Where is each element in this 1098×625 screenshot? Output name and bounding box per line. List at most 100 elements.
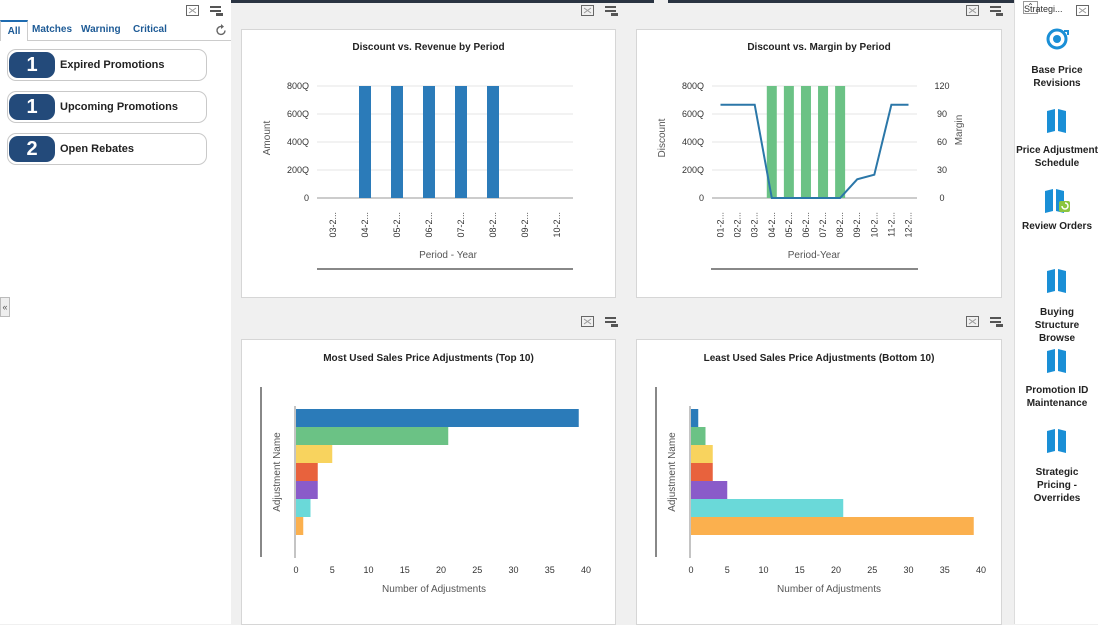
bar: [800, 86, 811, 198]
x-tick-label: 12-2...: [903, 212, 913, 238]
alert-expired-promotions[interactable]: 1 Expired Promotions: [7, 49, 207, 81]
alert-upcoming-promotions[interactable]: 1 Upcoming Promotions: [7, 91, 207, 123]
x-tick-label: 5: [725, 565, 730, 575]
y2-tick-label: 0: [939, 193, 944, 203]
tab-all[interactable]: All: [0, 20, 28, 41]
rail-item-base-price-revisions[interactable]: Base Price Revisions: [1015, 27, 1098, 90]
chart-title: Least Used Sales Price Adjustments (Bott…: [703, 353, 935, 364]
x-tick-label: 40: [976, 565, 986, 575]
target-refresh-icon: [1046, 28, 1069, 50]
x-tick-label: 05-2...: [392, 212, 402, 238]
x-tick-label: 5: [330, 565, 335, 575]
options-icon[interactable]: [990, 3, 1003, 16]
x-tick-label: 0: [293, 565, 298, 575]
x-tick-label: 07-2...: [456, 212, 466, 238]
top-strip-right: [668, 0, 1014, 3]
maximize-icon[interactable]: [186, 3, 199, 16]
x-tick-label: 15: [795, 565, 805, 575]
chart-least-used: 0 5 10 15 20 25 30 35 40 Adjustment Name Number of…: [655, 387, 986, 595]
options-icon[interactable]: [605, 3, 618, 16]
y-axis-label: Discount: [657, 118, 668, 157]
bar: [691, 427, 706, 445]
x-tick-label: 11-2...: [886, 212, 896, 237]
tab-critical[interactable]: Critical: [133, 24, 167, 35]
x-tick-label: 04-2...: [767, 212, 777, 238]
x-tick-label: 40: [581, 565, 591, 575]
y-tick-label: 400Q: [682, 137, 704, 147]
x-tick-label: 30: [903, 565, 913, 575]
x-tick-label: 04-2...: [360, 212, 370, 238]
books-refresh-icon: [1045, 189, 1070, 213]
related-apps-rail: ⌃ Strategi... Base Price Revisions Price…: [1014, 0, 1098, 624]
alert-count: 2: [9, 136, 55, 162]
x-axis-label: Number of Adjustments: [777, 584, 881, 595]
x-tick-label: 35: [940, 565, 950, 575]
alert-label: Expired Promotions: [60, 59, 165, 71]
rail-item-review-orders[interactable]: Review Orders: [1015, 187, 1098, 233]
y-tick-label: 200Q: [682, 165, 704, 175]
x-tick-label: 0: [688, 565, 693, 575]
x-axis-label: Period - Year: [419, 250, 477, 261]
maximize-icon[interactable]: [966, 3, 979, 16]
bar: [691, 445, 713, 463]
x-tick-label: 06-2...: [424, 212, 434, 238]
chart-discount-margin: 0 0 200Q 30 400Q 60 600Q 90 800Q 120 01-2... 02-2..…: [657, 81, 965, 270]
options-icon[interactable]: [605, 314, 618, 327]
maximize-icon[interactable]: [1076, 3, 1089, 16]
options-icon[interactable]: [990, 314, 1003, 327]
y2-tick-label: 60: [937, 137, 947, 147]
rail-item-label: Base Price Revisions: [1031, 65, 1083, 89]
x-tick-label: 20: [831, 565, 841, 575]
bar: [487, 86, 499, 198]
books-icon: [1047, 349, 1066, 373]
maximize-icon[interactable]: [966, 314, 979, 327]
x-tick-label: 20: [436, 565, 446, 575]
bar: [766, 86, 777, 198]
rail-item-strategic-pricing-overrides[interactable]: Strategic Pricing - Overrides: [1015, 427, 1098, 505]
x-tick-label: 06-2...: [801, 212, 811, 238]
x-tick-label: 09-2...: [852, 212, 862, 238]
rail-item-promotion-id-maintenance[interactable]: Promotion ID Maintenance: [1015, 347, 1098, 410]
alert-count: 1: [9, 94, 55, 120]
maximize-icon[interactable]: [581, 3, 594, 16]
x-tick-label: 25: [867, 565, 877, 575]
bar: [691, 499, 844, 517]
y2-tick-label: 30: [937, 165, 947, 175]
options-icon[interactable]: [210, 3, 223, 16]
scroll-up-button[interactable]: ⌃: [1023, 1, 1038, 14]
tab-matches[interactable]: Matches: [32, 24, 73, 35]
bar: [455, 86, 467, 198]
tab-divider: [27, 40, 231, 41]
bar: [296, 445, 333, 463]
rail-item-price-adjustment-schedule[interactable]: Price Adjustment Schedule: [1015, 107, 1098, 170]
refresh-icon[interactable]: [215, 24, 228, 36]
x-tick-label: 02-2...: [733, 212, 743, 238]
x-tick-label: 07-2...: [818, 212, 828, 238]
x-tick-label: 03-2...: [328, 212, 338, 238]
x-tick-label: 09-2...: [520, 212, 530, 238]
y-tick-label: 400Q: [287, 137, 309, 147]
bar: [296, 481, 318, 499]
alert-open-rebates[interactable]: 2 Open Rebates: [7, 133, 207, 165]
y-tick-label: 600Q: [287, 109, 309, 119]
bar: [691, 409, 699, 427]
bar: [296, 499, 311, 517]
bar: [391, 86, 403, 198]
x-tick-label: 10-2...: [869, 212, 879, 238]
x-tick-label: 08-2...: [488, 212, 498, 238]
alert-filter-tabs: All Matches Warning Critical: [0, 20, 231, 41]
y2-axis-label: Margin: [954, 115, 965, 146]
collapse-left-button[interactable]: «: [0, 297, 10, 317]
bar: [818, 86, 829, 198]
chart-discount-revenue: 0 200Q 400Q 600Q 800Q 03-2... 04-2... 05-2... 06…: [262, 81, 573, 270]
rail-item-buying-structure-browse[interactable]: Buying Structure Browse: [1015, 267, 1098, 345]
chart-most-used: 0 5 10 15 20 25 30 35 40 Adjustment Name Number of…: [260, 387, 591, 595]
rail-truncated-label: Strategi...: [1024, 4, 1063, 14]
books-icon: [1047, 269, 1066, 293]
bar: [783, 86, 794, 198]
x-tick-label: 35: [545, 565, 555, 575]
rail-item-label: Promotion ID Maintenance: [1025, 385, 1089, 409]
alert-label: Open Rebates: [60, 143, 134, 155]
tab-warning[interactable]: Warning: [81, 24, 121, 35]
maximize-icon[interactable]: [581, 314, 594, 327]
